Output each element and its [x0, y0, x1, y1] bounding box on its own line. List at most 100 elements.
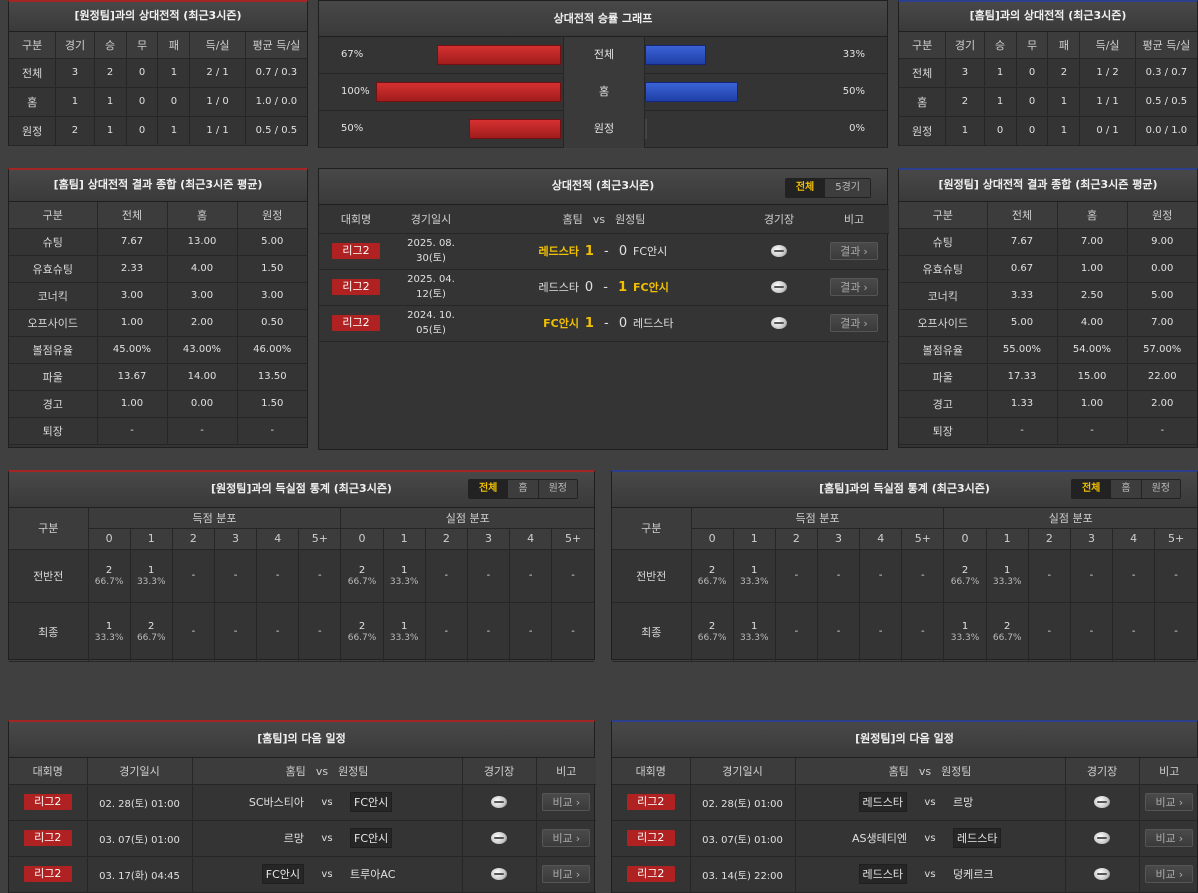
- next-home-panel: [홈팀]의 다음 일정 대회명 경기일시 홈팀 vs 원정팀 경기장 비고 리그2 02. 28…: [8, 720, 597, 893]
- stadium-icon: [1094, 796, 1111, 808]
- table-cell: 4.00: [167, 255, 238, 283]
- table-cell: 0.7 / 0.3: [245, 58, 307, 88]
- fixture-row[interactable]: 리그2 03. 07(토) 01:00 AS생테티엔 vs 레드스타 비교 ›: [612, 820, 1198, 857]
- cell-percent: 66.7%: [697, 632, 727, 643]
- column-header: 무: [1016, 32, 1049, 59]
- table-cell: 7.67: [987, 228, 1058, 256]
- home-score: 1: [584, 315, 594, 331]
- table-cell: 17.33: [987, 363, 1058, 391]
- venue-cell: [739, 233, 819, 270]
- result-button[interactable]: 결과 ›: [830, 242, 878, 260]
- table-row: 볼점유율 55.00% 54.00% 57.00%: [899, 336, 1197, 364]
- compare-button[interactable]: 비교 ›: [542, 829, 591, 847]
- table-row: 원정 1 0 0 1 0 / 1 0.0 / 1.0: [899, 116, 1197, 146]
- fixture-row[interactable]: 리그2 03. 07(토) 01:00 르망 vs FC안시 비교 ›: [9, 820, 597, 857]
- distribution-cell: -: [1070, 549, 1114, 603]
- cell-count: -: [528, 626, 533, 637]
- distribution-cell: -: [859, 549, 903, 603]
- row-label: 코너킥: [899, 282, 988, 310]
- row-label: 원정: [899, 116, 947, 146]
- table-cell: 3.00: [237, 282, 307, 310]
- compare-button[interactable]: 비교 ›: [542, 865, 591, 883]
- match-row[interactable]: 리그2 2025. 04. 12(토) 레드스타 0 - 1 FC안시 결과 ›: [319, 269, 889, 306]
- league-badge: 리그2: [626, 830, 675, 846]
- h2h-graph: 67% 33% 전체 100% 50% 홈 50% 0% 원정: [319, 37, 887, 148]
- home-team: 레드스타: [858, 864, 907, 884]
- match-row[interactable]: 리그2 2024. 10. 05(토) FC안시 1 - 0 레드스타 결과 ›: [319, 305, 889, 342]
- column-header: 비고: [1139, 758, 1198, 785]
- table-cell: -: [1057, 417, 1128, 445]
- distribution-cell: -: [509, 602, 553, 662]
- distribution-cell: -: [901, 602, 945, 662]
- distribution-cell: -: [817, 549, 861, 603]
- distribution-cell: -: [1028, 602, 1071, 662]
- table-cell: 0: [157, 87, 191, 117]
- home-bar: [437, 45, 561, 65]
- compare-button[interactable]: 비교 ›: [1145, 793, 1194, 811]
- chevron-right-icon: ›: [1178, 831, 1184, 845]
- tab-away[interactable]: 원정: [1141, 480, 1180, 498]
- cell-count: -: [794, 626, 799, 637]
- vs-label: vs: [310, 820, 344, 857]
- cell-count: -: [794, 570, 799, 581]
- home-header: 홈팀: [888, 764, 909, 778]
- tab-away[interactable]: 원정: [538, 480, 577, 498]
- table-row: 슈팅 7.67 13.00 5.00: [9, 228, 307, 256]
- vs-label: vs: [310, 784, 344, 821]
- panel-title: [홈팀] 상대전적 결과 종합 (최근3시즌 평균): [9, 170, 307, 202]
- table-cell: 46.00%: [237, 336, 307, 364]
- match-row[interactable]: 리그2 2025. 08. 30(토) 레드스타 1 - 0 FC안시 결과 ›: [319, 233, 889, 270]
- tab-all[interactable]: 전체: [1071, 480, 1112, 498]
- row-label: 볼점유율: [899, 336, 988, 364]
- compare-button[interactable]: 비교 ›: [1145, 829, 1194, 847]
- away-team: 레드스타: [633, 305, 739, 342]
- column-header-teams: 홈팀 vs 원정팀: [192, 758, 463, 785]
- venue-cell: [739, 269, 819, 306]
- venue-cell: [462, 856, 537, 893]
- table-cell: 1: [984, 87, 1017, 117]
- table-cell: 3: [55, 58, 95, 88]
- goals-away-table: 구분 득점 분포 실점 분포 0 1 2 3 4 5+ 0 1 2 3 4 5+ 전반전 2 66.7% 1 33.3…: [9, 508, 594, 662]
- distribution-cell: -: [551, 549, 594, 603]
- away-bar: [645, 119, 647, 139]
- fixture-row[interactable]: 리그2 02. 28(토) 01:00 SC바스티아 vs FC안시 비교 ›: [9, 784, 597, 821]
- column-header: 경기: [55, 32, 95, 59]
- fixture-row[interactable]: 리그2 03. 17(화) 04:45 FC안시 vs 트루아AC 비교 ›: [9, 856, 597, 893]
- row-label: 오프사이드: [9, 309, 98, 337]
- column-header: 원정: [237, 202, 307, 229]
- home-team-cell: AS생테티엔: [795, 820, 913, 857]
- compare-button[interactable]: 비교 ›: [542, 793, 591, 811]
- tab-all[interactable]: 전체: [468, 480, 509, 498]
- distribution-cell: 1 33.3%: [383, 602, 426, 662]
- column-header: 무: [126, 32, 159, 59]
- result-button[interactable]: 결과 ›: [830, 278, 878, 296]
- table-cell: 1 / 0: [189, 87, 246, 117]
- row-label: 전반전: [612, 549, 692, 603]
- row-label: 파울: [899, 363, 988, 391]
- tab-home[interactable]: 홈: [1111, 480, 1142, 498]
- goal-count-header: 5+: [298, 528, 342, 550]
- table-cell: 1: [945, 116, 985, 146]
- cell-count: -: [191, 626, 196, 637]
- fixture-row[interactable]: 리그2 02. 28(토) 01:00 레드스타 vs 르망 비교 ›: [612, 784, 1198, 821]
- distribution-cell: 1 33.3%: [383, 549, 426, 603]
- result-button[interactable]: 결과 ›: [830, 314, 878, 332]
- tab-last5[interactable]: 5경기: [825, 179, 870, 197]
- fixture-row[interactable]: 리그2 03. 14(토) 22:00 레드스타 vs 덩케르크 비교 ›: [612, 856, 1198, 893]
- compare-button[interactable]: 비교 ›: [1145, 865, 1194, 883]
- conceded-group-header: 실점 분포: [943, 508, 1197, 529]
- stadium-icon: [491, 868, 508, 880]
- tab-home[interactable]: 홈: [508, 480, 539, 498]
- tab-all[interactable]: 전체: [785, 179, 826, 197]
- table-cell: 13.00: [167, 228, 238, 256]
- table-cell: 2: [94, 58, 127, 88]
- home-team-cell: FC안시: [192, 856, 310, 893]
- table-row: 최종 2 66.7% 1 33.3% - - - -1 33.3% 2 66.7% - - - -: [612, 602, 1197, 662]
- cell-count: 1: [751, 620, 758, 632]
- row-header: 구분: [612, 508, 692, 550]
- table-row: 전체 3 1 0 2 1 / 2 0.3 / 0.7: [899, 58, 1197, 88]
- graph-label: 전체: [563, 37, 645, 74]
- table-cell: -: [237, 417, 307, 445]
- home-team: SC바스티아: [248, 796, 304, 809]
- goal-count-header: 1: [383, 528, 426, 550]
